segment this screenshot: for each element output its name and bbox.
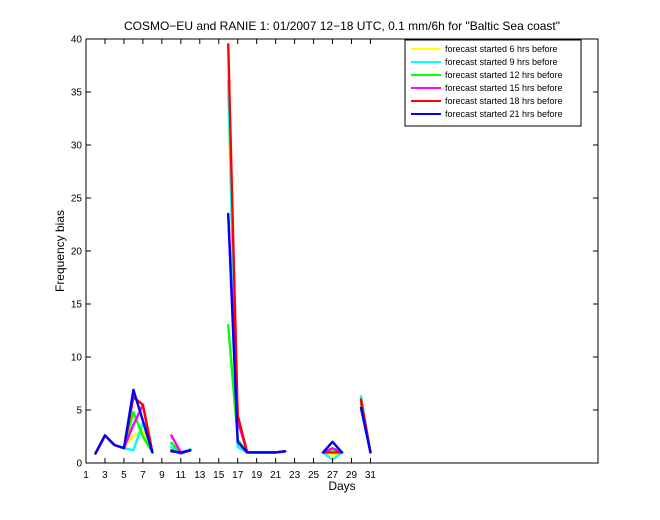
y-tick-label: 35 [71, 88, 83, 99]
x-tick-label: 31 [365, 470, 377, 481]
x-tick-label: 1 [83, 470, 89, 481]
x-axis-label: Days [328, 479, 355, 493]
x-tick-label: 11 [176, 470, 187, 481]
axis-ticks: 1 3 5 7 9 11 13 15 17 19 21 23 25 27 29 310510152025303… [71, 35, 598, 481]
legend-box [404, 39, 582, 127]
x-tick-label: 23 [289, 470, 301, 481]
x-tick-label: 13 [194, 470, 206, 481]
legend-entry-1: forecast started 6 hrs before [445, 44, 558, 54]
legend-entry-3: forecast started 12 hrs before [445, 70, 563, 80]
x-tick-label: 27 [327, 470, 339, 481]
y-tick-label: 15 [71, 300, 83, 311]
y-tick-label: 25 [71, 194, 83, 205]
x-tick-label: 21 [270, 470, 282, 481]
x-tick-label: 29 [346, 470, 358, 481]
y-tick-label: 10 [71, 353, 83, 364]
x-tick-label: 7 [140, 470, 146, 481]
y-tick-label: 20 [71, 247, 83, 258]
x-tick-label: 17 [232, 470, 244, 481]
y-axis-label: Frequency bias [53, 210, 67, 292]
x-tick-label: 9 [159, 470, 165, 481]
y-tick-label: 40 [71, 35, 83, 46]
series-line-6 [94, 212, 372, 455]
legend-entry-2: forecast started 9 hrs before [445, 57, 558, 67]
chart-title: COSMO−EU and RANIE 1: 01/2007 12−18 UTC,… [124, 19, 560, 33]
y-tick-label: 0 [76, 459, 82, 470]
x-tick-label: 25 [308, 470, 320, 481]
legend: forecast started 6 hrs before forecast st… [404, 39, 582, 127]
series-layer [94, 43, 372, 462]
y-tick-label: 30 [71, 141, 83, 152]
legend-entry-6: forecast started 21 hrs before [445, 109, 563, 119]
x-tick-label: 15 [213, 470, 225, 481]
x-tick-label: 5 [121, 470, 127, 481]
x-tick-label: 3 [102, 470, 108, 481]
y-tick-label: 5 [76, 406, 82, 417]
legend-entry-4: forecast started 15 hrs before [445, 83, 563, 93]
x-tick-label: 19 [251, 470, 263, 481]
legend-entry-5: forecast started 18 hrs before [445, 96, 563, 106]
